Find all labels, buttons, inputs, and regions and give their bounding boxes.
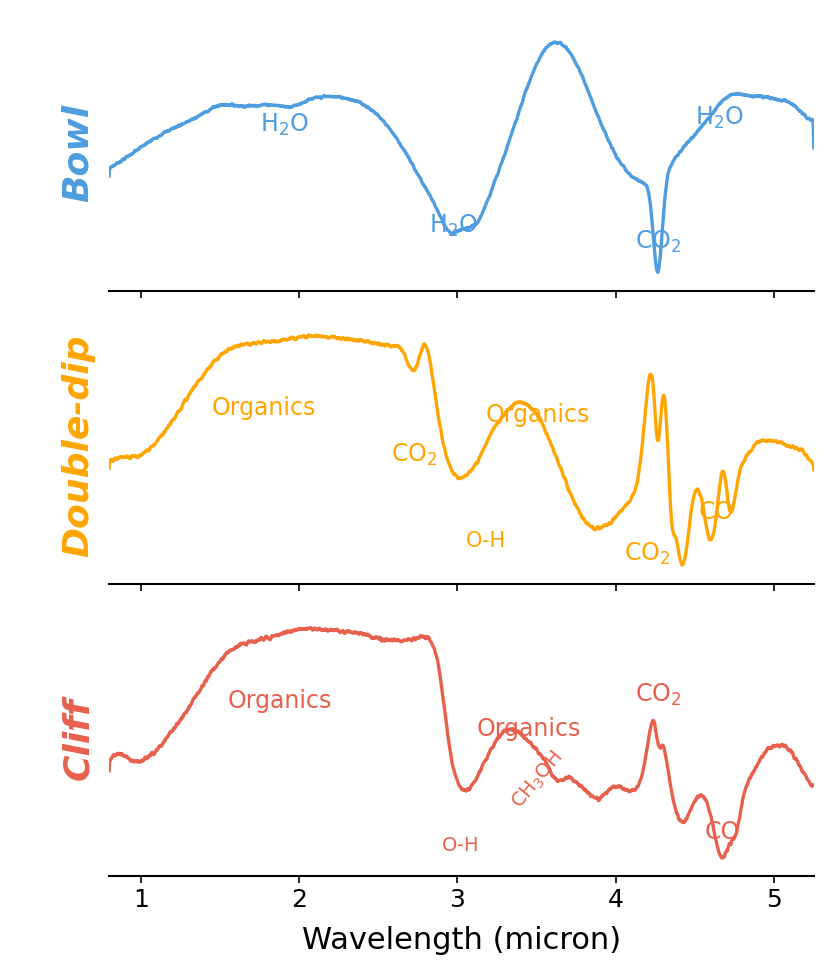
Text: H$_2$O: H$_2$O xyxy=(695,105,743,131)
Text: O-H: O-H xyxy=(441,836,479,855)
Y-axis label: Bowl: Bowl xyxy=(61,103,95,201)
Text: CO: CO xyxy=(705,820,740,845)
Text: Organics: Organics xyxy=(228,690,332,714)
Text: Organics: Organics xyxy=(486,403,591,428)
Text: CO$_2$: CO$_2$ xyxy=(635,682,681,708)
Text: H$_2$O: H$_2$O xyxy=(429,213,477,240)
Y-axis label: Double-dip: Double-dip xyxy=(61,334,95,557)
Text: CO: CO xyxy=(698,500,733,524)
Y-axis label: Cliff: Cliff xyxy=(61,697,95,780)
Text: Organics: Organics xyxy=(477,716,581,741)
X-axis label: Wavelength (micron): Wavelength (micron) xyxy=(302,926,621,955)
Text: CO$_2$: CO$_2$ xyxy=(635,229,681,255)
Text: CO$_2$: CO$_2$ xyxy=(623,540,670,566)
Text: Organics: Organics xyxy=(212,397,316,421)
Text: CH$_3$OH: CH$_3$OH xyxy=(508,747,568,813)
Text: CO$_2$: CO$_2$ xyxy=(391,441,437,468)
Text: H$_2$O: H$_2$O xyxy=(259,112,308,138)
Text: O-H: O-H xyxy=(466,531,506,551)
